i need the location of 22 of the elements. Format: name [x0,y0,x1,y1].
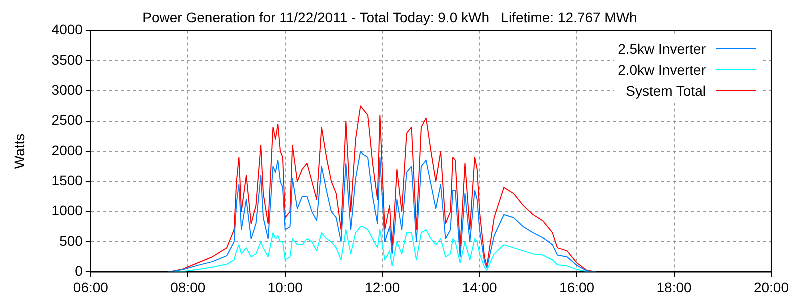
y-tick-label: 0 [75,263,84,280]
y-tick-label: 3000 [52,82,84,98]
legend-label: 2.0kw Inverter [618,62,706,78]
x-tick-label: 06:00 [73,279,109,296]
x-tick-label: 16:00 [560,279,595,296]
x-tick-label: 08:00 [170,279,206,296]
y-tick-label: 3500 [52,52,84,68]
legend-label: 2.5kw Inverter [618,40,706,56]
y-axis-title: Watts [11,134,28,170]
y-tick-label: 500 [60,232,84,249]
chart-title: Power Generation for 11/22/2011 - Total Today: 9.0 kWh Lifetime: 12.767 MWh [142,9,638,26]
y-tick-label: 1500 [52,172,84,189]
x-tick-label: 14:00 [462,279,498,296]
y-tick-label: 4000 [52,22,84,38]
y-tick-label: 1000 [52,202,84,219]
y-tick-label: 2000 [52,142,84,158]
x-tick-label: 12:00 [365,279,400,296]
x-tick-label: 20:00 [754,279,790,296]
x-tick-label: 18:00 [656,279,692,296]
x-tick-label: 10:00 [268,279,304,296]
legend-label: System Total [626,82,706,98]
y-tick-label: 2500 [52,112,84,128]
